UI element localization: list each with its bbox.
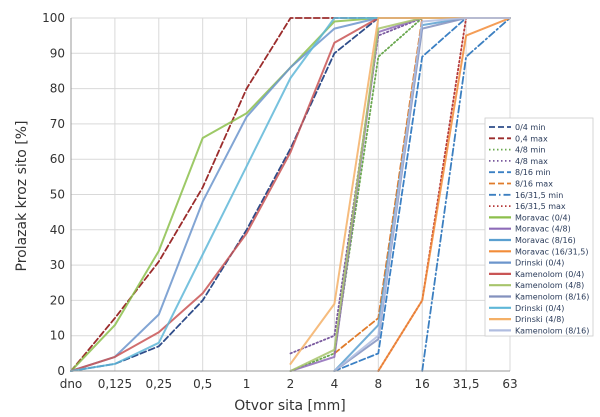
x-tick-label: 8: [374, 377, 382, 391]
x-axis-title: Otvor sita [mm]: [234, 398, 345, 414]
y-tick-label: 80: [50, 82, 65, 96]
y-tick-label: 60: [50, 152, 65, 166]
legend-label: Moravac (4/8): [515, 225, 571, 234]
legend-label: 8/16 min: [515, 168, 551, 177]
y-tick-label: 50: [50, 188, 65, 202]
x-tick-label: 0,5: [193, 377, 212, 391]
legend: 0/4 min 0,4 max 4/8 min 4/8 max 8/16 min 8/16…: [484, 117, 594, 337]
y-tick-label: 0: [57, 364, 65, 378]
x-tick-label: 16: [415, 377, 430, 391]
y-tick-label: 40: [50, 223, 65, 237]
legend-label: Drinski (0/4): [515, 304, 564, 313]
legend-label: Drinski (0/4): [515, 259, 564, 268]
grid: [70, 17, 511, 372]
legend-label: 16/31,5 min: [515, 191, 563, 200]
x-tick-label: 31,5: [453, 377, 480, 391]
y-tick-label: 10: [50, 329, 65, 343]
series-line: [377, 17, 511, 372]
series-line: [421, 17, 511, 372]
legend-label: 8/16 max: [515, 180, 553, 189]
legend-label: Moravac (0/4): [515, 213, 571, 222]
legend-label: Kamenolom (4/8): [515, 281, 584, 290]
legend-label: 4/8 max: [515, 157, 548, 166]
legend-label: 0/4 min: [515, 123, 546, 132]
legend-label: Moravac (16/31,5): [515, 247, 589, 256]
legend-label: Drinski (4/8): [515, 315, 564, 324]
x-tick-label: 0,125: [98, 377, 132, 391]
y-tick-label: 70: [50, 117, 65, 131]
x-tick-label: 0,25: [145, 377, 172, 391]
y-tick-label: 20: [50, 293, 65, 307]
x-tick-label: 4: [331, 377, 339, 391]
y-tick-label: 100: [42, 11, 65, 25]
legend-box: [484, 117, 594, 337]
axes: 0 10 20 30 40 50 60 70 80 90 100 dno 0,125 0,25 0,5 1 2 4…: [42, 11, 518, 391]
legend-label: Kamenolom (8/16): [515, 326, 589, 335]
x-tick-label: 1: [243, 377, 251, 391]
x-tick-label: 2: [287, 377, 295, 391]
series-line: [333, 17, 511, 372]
legend-label: Kamenolom (8/16): [515, 293, 589, 302]
legend-label: Moravac (8/16): [515, 236, 576, 245]
legend-label: 4/8 min: [515, 146, 546, 155]
series-lines: [70, 17, 511, 372]
y-tick-label: 30: [50, 258, 65, 272]
legend-label: Kamenolom (0/4): [515, 270, 584, 279]
y-axis-title: Prolazak kroz sito [%]: [14, 121, 30, 272]
y-tick-label: 90: [50, 46, 65, 60]
x-tick-label: 63: [502, 377, 517, 391]
legend-label: 0,4 max: [515, 134, 548, 143]
x-tick-label: dno: [60, 377, 83, 391]
legend-label: 16/31,5 max: [515, 202, 566, 211]
